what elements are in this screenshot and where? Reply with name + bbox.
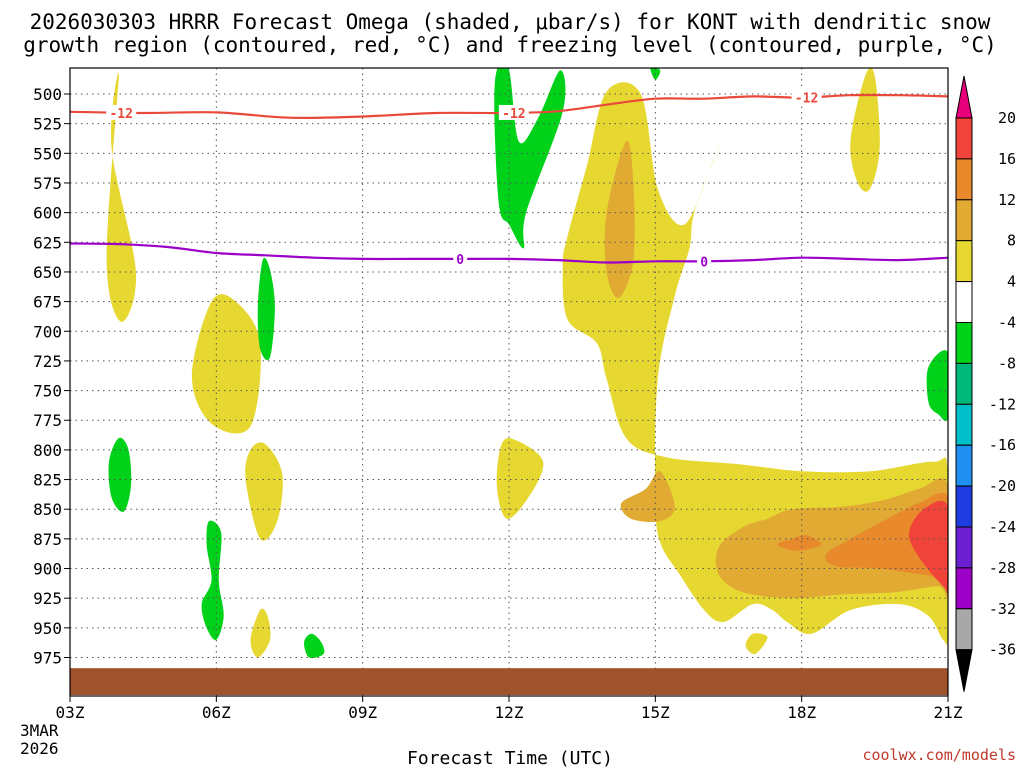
y-tick-label-625: 625 <box>33 233 62 252</box>
contour-layer: -12 -12 -12 0 0 <box>70 89 948 270</box>
y-tick-label-525: 525 <box>33 115 62 134</box>
omega-region-upward-12-16-12 <box>777 535 822 551</box>
omega-shaded-layer <box>106 68 948 659</box>
colorbar-label--28: -28 <box>989 559 1016 577</box>
y-axis: 500 525 550 575 600 625 650 675 700 725 750 775 800 8… <box>33 85 70 668</box>
colorbar-label--12: -12 <box>989 395 1016 413</box>
colorbar-band-13 <box>955 608 973 651</box>
colorbar-label--4: -4 <box>998 314 1016 332</box>
ground-layer <box>70 668 948 695</box>
colorbar-label-8: 8 <box>1007 232 1016 250</box>
colorbar-band-8 <box>955 403 973 446</box>
y-tick-label-725: 725 <box>33 352 62 371</box>
x-date-label-day: 3MAR <box>20 721 59 740</box>
omega-region-upward-4-8-7 <box>850 68 880 192</box>
omega-region-upward-4-8-1 <box>106 72 137 322</box>
omega-region-upward-8-12-9 <box>604 140 635 299</box>
y-tick-label-600: 600 <box>33 204 62 223</box>
omega-region-upward-4-8-3 <box>245 442 283 541</box>
y-tick-label-675: 675 <box>33 293 62 312</box>
title-line-2: growth region (contoured, red, °C) and f… <box>23 33 997 57</box>
colorbar-label--32: -32 <box>989 600 1016 618</box>
x-tick-label-06Z: 06Z <box>202 703 231 722</box>
ground-surface <box>70 668 948 695</box>
y-tick-label-850: 850 <box>33 500 62 519</box>
contour-label-bg-1 <box>106 104 137 120</box>
omega-region-upward-4-8-5 <box>496 438 544 519</box>
colorbar-band-6 <box>955 322 973 364</box>
colorbar-label--36: -36 <box>989 641 1016 659</box>
colorbar: 20 16 12 8 4 -4 -8 -12 -16 -20 -24 -28 -32 -36 <box>955 75 1016 692</box>
colorbar-bottom-arrow <box>955 649 973 692</box>
y-tick-label-925: 925 <box>33 589 62 608</box>
omega-region-downward-4-8-19 <box>201 520 224 641</box>
colorbar-band-12 <box>955 567 973 610</box>
y-tick-label-950: 950 <box>33 619 62 638</box>
credit-text: coolwx.com/models <box>862 746 1016 764</box>
y-tick-label-900: 900 <box>33 560 62 579</box>
colorbar-band-4 <box>955 240 973 283</box>
colorbar-label--20: -20 <box>989 477 1016 495</box>
contour-label-2: -12 <box>502 107 525 122</box>
y-tick-label-800: 800 <box>33 441 62 460</box>
colorbar-band-2 <box>955 158 973 201</box>
omega-region-downward-4-8-21 <box>926 350 948 422</box>
omega-region-upward-8-12-10 <box>620 470 675 523</box>
y-tick-label-700: 700 <box>33 322 62 341</box>
colorbar-band-5 <box>955 281 973 324</box>
y-tick-label-650: 650 <box>33 263 62 282</box>
x-tick-label-18Z: 18Z <box>787 703 816 722</box>
x-tick-label-21Z: 21Z <box>934 703 963 722</box>
omega-region-downward-4-8-18 <box>108 437 132 512</box>
colorbar-label-20: 20 <box>998 109 1016 127</box>
contour-label-3: -12 <box>795 92 818 107</box>
y-tick-label-825: 825 <box>33 471 62 490</box>
y-tick-label-750: 750 <box>33 382 62 401</box>
colorbar-band-11 <box>955 526 973 569</box>
y-tick-label-875: 875 <box>33 530 62 549</box>
omega-region-downward-4-8-20 <box>304 633 325 659</box>
y-tick-label-975: 975 <box>33 649 62 668</box>
colorbar-band-9 <box>955 444 973 487</box>
y-tick-label-500: 500 <box>33 85 62 104</box>
colorbar-band-10 <box>955 485 973 528</box>
contour-label-5: 0 <box>700 255 708 270</box>
freezing-level-contour-0 <box>70 242 948 264</box>
colorbar-label-12: 12 <box>998 191 1016 209</box>
grid-layer <box>70 68 948 696</box>
omega-region-upward-4-8-2 <box>191 294 261 434</box>
colorbar-band-7 <box>955 362 973 405</box>
contour-label-1: -12 <box>109 107 132 122</box>
colorbar-band-1 <box>955 117 973 160</box>
x-tick-label-09Z: 09Z <box>348 703 377 722</box>
colorbar-label--8: -8 <box>998 354 1016 372</box>
x-tick-label-15Z: 15Z <box>641 703 670 722</box>
omega-region-upward-4-8-8 <box>745 633 768 655</box>
y-tick-label-550: 550 <box>33 144 62 163</box>
contour-label-bg-3 <box>791 89 822 105</box>
x-axis: 03Z 06Z 09Z 12Z 15Z 18Z 21Z <box>56 696 963 722</box>
contour-label-bg-4 <box>453 250 468 266</box>
y-tick-label-775: 775 <box>33 411 62 430</box>
colorbar-label--24: -24 <box>989 518 1016 536</box>
contour-label-4: 0 <box>456 253 464 268</box>
contour-label-bg-2 <box>498 104 529 120</box>
omega-region-upward-16-20-14 <box>908 500 948 594</box>
x-tick-label-12Z: 12Z <box>495 703 524 722</box>
contour-label-bg-5 <box>697 253 712 269</box>
omega-region-downward-4-8-17 <box>257 257 275 361</box>
y-tick-label-575: 575 <box>33 174 62 193</box>
title-line-1: 2026030303 HRRR Forecast Omega (shaded, … <box>30 10 991 34</box>
x-axis-title: Forecast Time (UTC) <box>407 748 613 768</box>
colorbar-label-4: 4 <box>1007 273 1016 291</box>
x-date-label-year: 2026 <box>20 739 59 758</box>
colorbar-label--16: -16 <box>989 436 1016 454</box>
omega-region-upward-4-8-4 <box>250 608 271 658</box>
x-tick-label-03Z: 03Z <box>56 703 85 722</box>
omega-region-upward-12-16-13 <box>825 492 948 581</box>
colorbar-band-3 <box>955 199 973 242</box>
colorbar-label-16: 16 <box>998 150 1016 168</box>
